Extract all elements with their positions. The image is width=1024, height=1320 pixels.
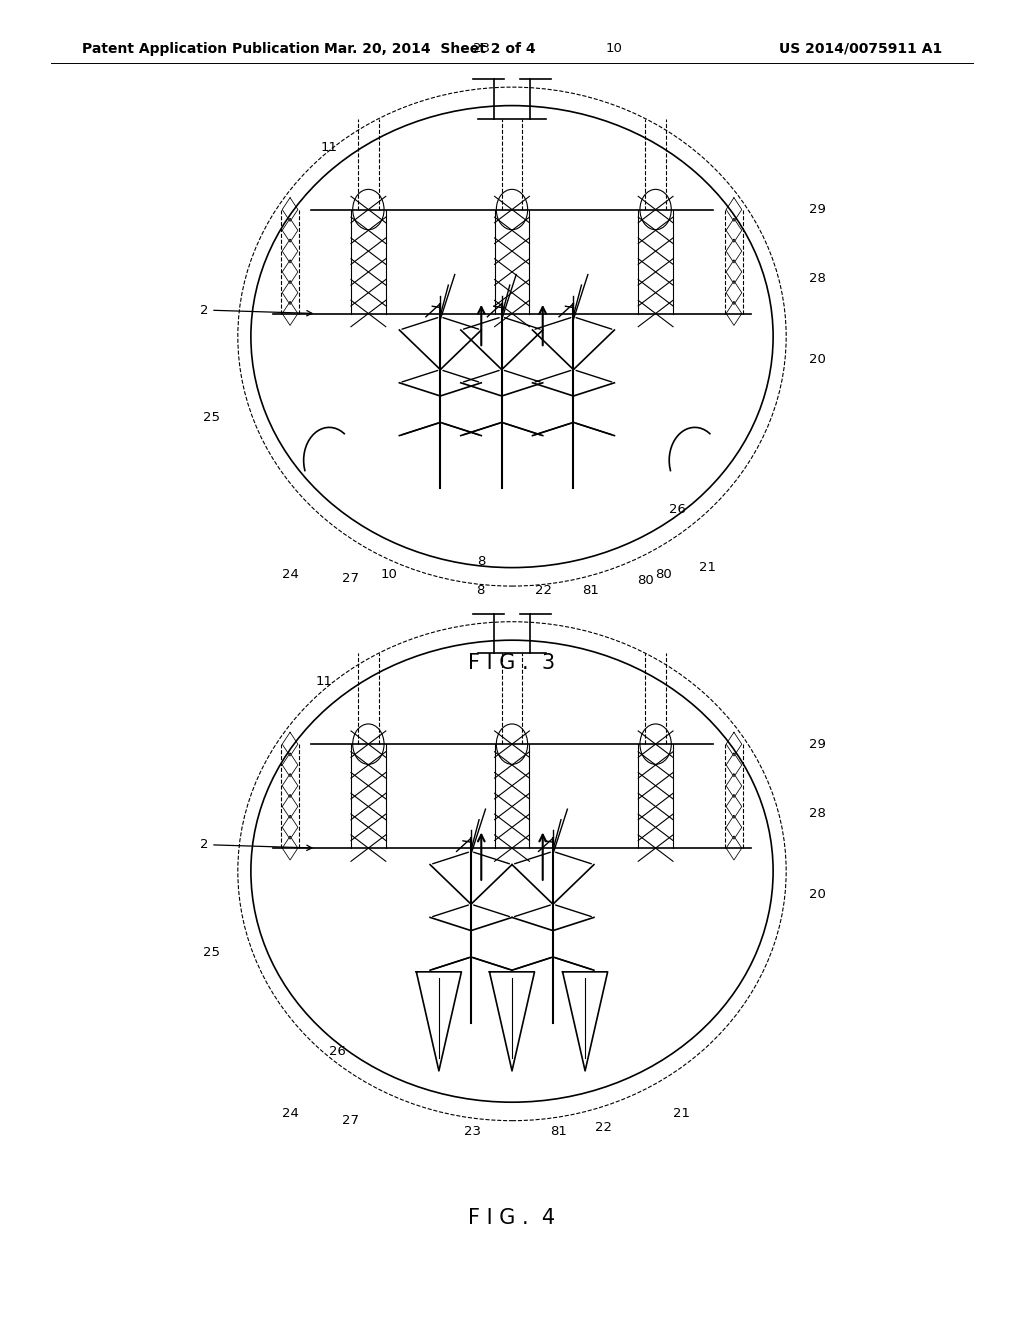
Text: 22: 22 [595, 1121, 612, 1134]
Text: 11: 11 [315, 676, 333, 688]
Text: F I G .  4: F I G . 4 [468, 1208, 556, 1228]
Text: 22: 22 [535, 583, 552, 597]
Text: Patent Application Publication: Patent Application Publication [82, 42, 319, 55]
Text: 20: 20 [809, 888, 825, 900]
Text: F I G .  3: F I G . 3 [468, 653, 556, 673]
Text: 23: 23 [473, 42, 489, 55]
Text: 29: 29 [809, 203, 825, 216]
Text: 81: 81 [551, 1125, 567, 1138]
Text: 27: 27 [342, 1114, 358, 1127]
Text: 24: 24 [282, 568, 298, 581]
Text: 10: 10 [606, 42, 623, 55]
Text: 10: 10 [381, 568, 397, 581]
Text: 26: 26 [330, 1045, 346, 1057]
Text: Mar. 20, 2014  Sheet 2 of 4: Mar. 20, 2014 Sheet 2 of 4 [325, 42, 536, 55]
Text: 24: 24 [282, 1106, 298, 1119]
Text: 25: 25 [203, 945, 220, 958]
Text: 20: 20 [809, 354, 825, 366]
Text: 8: 8 [477, 554, 485, 568]
Text: 80: 80 [655, 568, 672, 581]
Text: 27: 27 [342, 573, 358, 585]
Text: 28: 28 [809, 272, 825, 285]
Text: 28: 28 [809, 807, 825, 820]
Text: 2: 2 [200, 838, 312, 851]
Text: US 2014/0075911 A1: US 2014/0075911 A1 [779, 42, 942, 55]
Text: 21: 21 [673, 1106, 690, 1119]
Text: 80: 80 [637, 574, 653, 587]
Text: 23: 23 [464, 1125, 481, 1138]
Text: 81: 81 [582, 583, 599, 597]
Text: 11: 11 [321, 141, 338, 153]
Text: 25: 25 [203, 411, 220, 424]
Text: 29: 29 [809, 738, 825, 751]
Text: 8: 8 [476, 583, 484, 597]
Text: 26: 26 [669, 503, 685, 516]
Text: 2: 2 [200, 304, 312, 317]
Text: 21: 21 [699, 561, 717, 574]
